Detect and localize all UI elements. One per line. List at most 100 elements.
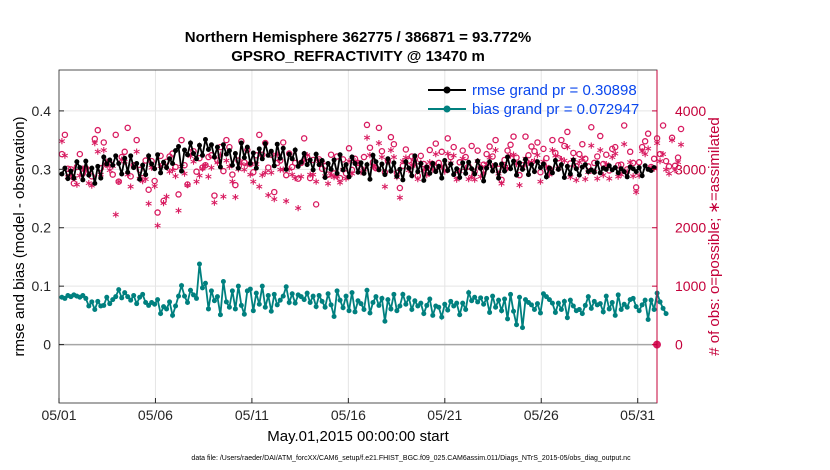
rmse-point <box>343 162 349 168</box>
possible-marker <box>489 153 496 160</box>
assimilated-marker: * <box>385 157 392 172</box>
possible-marker <box>172 163 179 171</box>
rmse-point <box>340 167 346 173</box>
assimilated-marker: * <box>492 146 499 161</box>
assimilated-marker: * <box>214 159 221 174</box>
rmse-point <box>537 165 543 171</box>
rmse-point <box>400 177 406 183</box>
rmse-point <box>406 165 412 171</box>
bias-point <box>334 288 340 294</box>
bias-point <box>262 304 268 310</box>
rmse-point <box>582 162 588 168</box>
assimilated-marker: * <box>82 164 89 179</box>
assimilated-marker: * <box>244 160 251 175</box>
rmse-point <box>196 142 202 148</box>
rmse-point <box>514 172 520 178</box>
bias-point <box>205 306 211 312</box>
rmse-point <box>185 152 191 158</box>
assimilated-marker: * <box>379 153 386 168</box>
bias-point <box>502 296 508 302</box>
bias-point <box>618 307 624 313</box>
bias-point <box>615 292 621 298</box>
rmse-point <box>517 160 523 166</box>
bias-point <box>349 290 355 296</box>
assimilated-marker: * <box>247 170 254 185</box>
bias-point <box>220 278 226 284</box>
possible-marker <box>256 131 263 139</box>
bias-point <box>167 299 173 305</box>
assimilated-marker: * <box>67 171 74 186</box>
possible-marker <box>468 142 475 150</box>
bias-point <box>576 307 582 313</box>
possible-marker <box>360 153 368 161</box>
bias-point <box>322 304 328 310</box>
bias-point <box>657 299 663 305</box>
assimilated-marker: * <box>298 173 305 188</box>
rmse-point <box>511 158 517 164</box>
assimilated-marker: * <box>187 152 194 167</box>
assimilated-marker: * <box>220 193 227 208</box>
bias-point <box>271 291 277 297</box>
possible-marker <box>94 126 102 134</box>
possible-marker <box>232 181 239 189</box>
possible-marker <box>668 134 676 142</box>
rmse-point <box>173 148 179 154</box>
rmse-point <box>555 166 561 172</box>
possible-marker <box>450 143 457 151</box>
assimilated-marker: * <box>543 163 550 178</box>
rmse-point <box>561 174 567 180</box>
y-left-tick-label: 0.1 <box>32 278 52 294</box>
assimilated-marker: * <box>537 177 544 192</box>
possible-marker <box>76 150 84 158</box>
bias-point <box>603 293 609 299</box>
bias-point <box>442 301 448 307</box>
rmse-point <box>86 172 92 178</box>
legend-entry: bias grand pr = 0.072947 <box>472 101 639 118</box>
bias-point <box>283 284 289 290</box>
assimilated-marker: * <box>555 164 562 179</box>
bias-point <box>475 299 481 305</box>
bias-point <box>301 297 307 303</box>
assimilated-marker: * <box>468 173 475 188</box>
bias-point <box>128 297 134 303</box>
possible-marker <box>426 146 434 154</box>
rmse-point <box>283 166 289 172</box>
assimilated-marker: * <box>480 169 487 184</box>
bias-point <box>199 285 205 291</box>
bias-point <box>328 302 334 308</box>
rmse-point <box>170 160 176 166</box>
assimilated-marker: * <box>510 150 517 165</box>
rmse-point <box>493 162 499 168</box>
rmse-point <box>543 174 549 180</box>
bias-point <box>241 311 247 317</box>
assimilated-marker: * <box>675 158 682 173</box>
assimilated-marker: * <box>127 183 134 198</box>
assimilated-marker: * <box>549 146 556 161</box>
possible-marker <box>61 131 69 139</box>
assimilated-marker: * <box>154 222 161 237</box>
bias-point <box>558 307 564 313</box>
assimilated-marker: * <box>88 181 95 196</box>
rmse-point <box>361 170 367 176</box>
possible-marker <box>552 149 559 157</box>
rmse-point <box>490 168 496 174</box>
rmse-point <box>633 169 639 175</box>
rmse-point <box>235 165 241 171</box>
rmse-point <box>65 176 71 182</box>
assimilated-marker: * <box>376 139 383 154</box>
bias-point <box>403 301 409 307</box>
grid <box>58 70 657 403</box>
possible-marker <box>202 161 209 169</box>
assimilated-marker: * <box>651 164 658 179</box>
assimilated-marker: * <box>166 167 173 182</box>
possible-marker <box>576 150 583 158</box>
possible-marker <box>115 178 122 185</box>
assimilated-marker: * <box>364 134 371 149</box>
rmse-point <box>176 144 182 150</box>
bias-point <box>265 293 271 299</box>
rmse-point <box>125 169 131 175</box>
possible-marker <box>133 136 140 144</box>
assimilated-marker: * <box>639 147 646 162</box>
series-lines <box>59 137 669 331</box>
bias-point <box>122 290 128 296</box>
